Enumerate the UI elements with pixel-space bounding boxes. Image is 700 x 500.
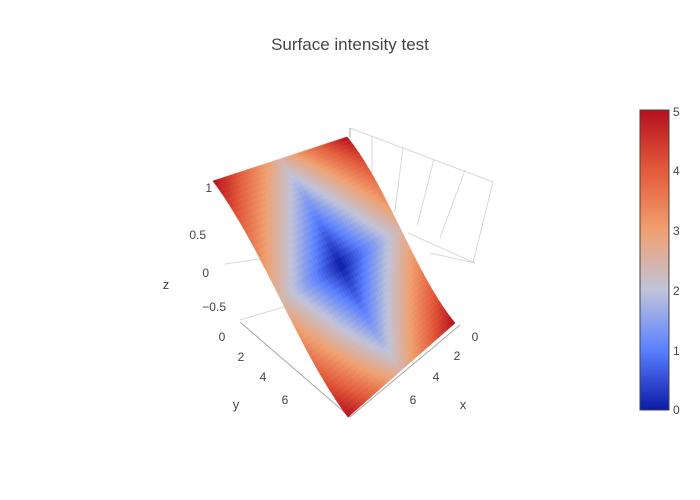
grid-line-back-1 xyxy=(394,147,404,213)
colorbar-tick-3: 3 xyxy=(673,224,680,238)
z-tick-0-5: 0.5 xyxy=(189,228,206,242)
colorbar-tick-2: 2 xyxy=(673,284,680,298)
colorbar-tick-1: 1 xyxy=(673,344,680,358)
x-tick-4: 4 xyxy=(433,370,440,384)
colorbar-tick-5: 5 xyxy=(673,105,680,119)
colorbar-gradient xyxy=(640,110,669,410)
axis-line-x xyxy=(349,324,461,418)
grid-line-back-2 xyxy=(416,158,435,226)
y-tick-4: 4 xyxy=(260,370,267,384)
grid-line-right-1 xyxy=(407,232,476,264)
x-axis-ticks: 0 2 4 6 x xyxy=(410,330,479,412)
grid-line-back-3 xyxy=(439,169,466,239)
surface-scene xyxy=(212,127,494,418)
y-axis-ticks: 0 2 4 6 y xyxy=(219,330,289,412)
z-axis-ticks: 1 0.5 0 −0.5 z xyxy=(163,181,227,314)
y-tick-0: 0 xyxy=(219,330,226,344)
colorbar-ticks: 0 1 2 3 4 5 xyxy=(673,105,680,417)
x-tick-0: 0 xyxy=(472,330,479,344)
chart-title: Surface intensity test xyxy=(271,35,429,54)
z-axis-label: z xyxy=(163,277,170,292)
grid-line-back-right xyxy=(472,181,494,264)
x-tick-6: 6 xyxy=(410,393,417,407)
y-tick-2: 2 xyxy=(238,350,245,364)
x-axis-label: x xyxy=(460,397,467,412)
grid-line-back-top xyxy=(349,127,494,183)
axis-line-y xyxy=(239,321,351,418)
x-tick-2: 2 xyxy=(454,349,461,363)
z-tick-0: 0 xyxy=(202,266,209,280)
z-tick-1: 1 xyxy=(205,181,212,195)
y-tick-6: 6 xyxy=(282,393,289,407)
colorbar-border xyxy=(639,109,670,411)
colorbar-tick-4: 4 xyxy=(673,164,680,178)
colorbar: 0 1 2 3 4 5 xyxy=(639,105,680,417)
z-tick-neg-0-5: −0.5 xyxy=(202,300,226,314)
y-axis-label: y xyxy=(233,397,240,412)
surface-cell xyxy=(449,319,456,326)
colorbar-tick-0: 0 xyxy=(673,403,680,417)
surface-mesh xyxy=(212,136,456,418)
grid-line-right-0 xyxy=(429,252,476,264)
